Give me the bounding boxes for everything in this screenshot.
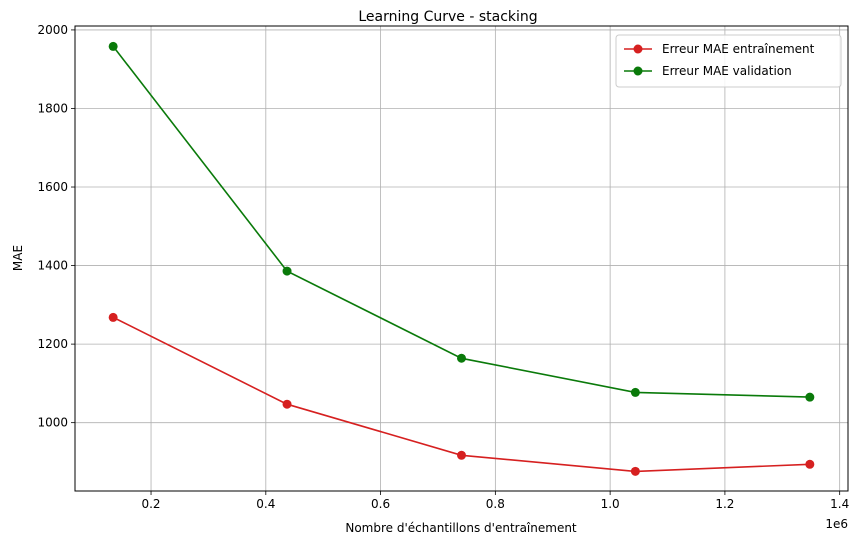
series-2-point	[457, 353, 466, 363]
series-1-point	[457, 450, 466, 460]
grid-lines	[75, 26, 848, 491]
y-tick-label: 2000	[37, 23, 68, 37]
series-2-point	[282, 266, 292, 276]
y-tick-label: 1800	[37, 101, 68, 115]
y-axis-label: MAE	[11, 245, 25, 271]
legend-box	[615, 34, 842, 88]
x-tick-label: 1.4	[830, 497, 849, 511]
x-tick-label: 0.8	[486, 497, 505, 511]
x-axis-ticks: 0.2 0.4 0.6 0.8 1.0 1.2 1.4	[141, 491, 849, 511]
series-1-point	[108, 312, 118, 322]
y-tick-label: 1600	[37, 180, 68, 194]
x-tick-label: 1.2	[715, 497, 734, 511]
legend: Erreur MAE entraînement Erreur MAE valida…	[615, 34, 842, 88]
series-1-point	[282, 399, 292, 409]
x-tick-label: 0.2	[141, 497, 160, 511]
series-1-point	[630, 466, 640, 476]
legend-marker-2	[633, 66, 643, 76]
series-layer	[108, 41, 815, 476]
series-2-point	[108, 41, 118, 51]
legend-label-2: Erreur MAE validation	[662, 64, 792, 78]
x-axis-offset-label: 1e6	[825, 517, 848, 531]
x-axis-label: Nombre d'échantillons d'entraînement	[345, 521, 577, 535]
x-tick-label: 1.0	[601, 497, 620, 511]
series-2-point	[630, 387, 640, 397]
legend-marker-1	[633, 44, 643, 54]
x-tick-label: 0.6	[371, 497, 390, 511]
chart-title: Learning Curve - stacking	[358, 9, 537, 25]
y-tick-label: 1400	[37, 259, 68, 273]
x-tick-label: 0.4	[256, 497, 275, 511]
plot-frame	[74, 25, 849, 492]
y-tick-label: 1200	[37, 337, 68, 351]
series-1-point	[805, 459, 815, 469]
series-2-point	[805, 392, 815, 402]
legend-label-1: Erreur MAE entraînement	[662, 42, 815, 56]
y-tick-label: 1000	[37, 416, 68, 430]
y-axis-ticks: 1000 1200 1400 1600 1800 2000	[37, 23, 75, 430]
